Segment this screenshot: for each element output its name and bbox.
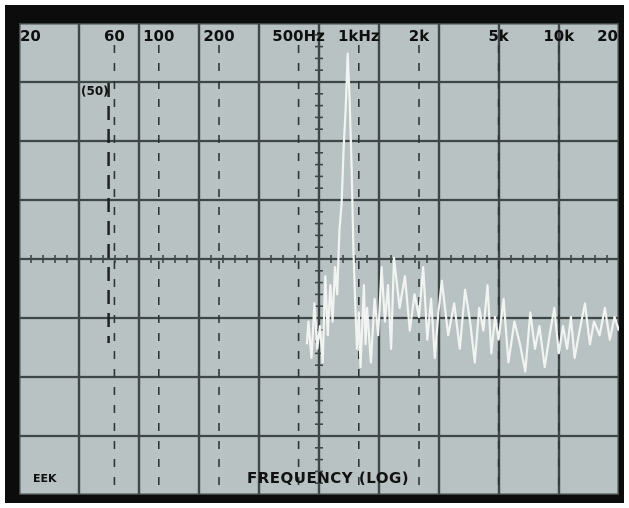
frequency-tick-label: 1kHz <box>338 27 380 45</box>
frequency-tick-label: 200 <box>203 27 234 45</box>
frequency-tick-label: 5k <box>488 27 509 45</box>
x-axis-label: FREQUENCY (LOG) <box>247 469 409 487</box>
spectrum-trace <box>305 52 619 373</box>
spectrum-chart: 20 60 100 200 500Hz 1kHz 2k 5k 10k 20 (50) EEK FR… <box>19 23 619 495</box>
frequency-tick-label: 10k <box>543 27 575 45</box>
hum-marker-label: (50) <box>81 84 109 98</box>
frequency-tick-label: 20 <box>597 27 618 45</box>
frequency-tick-label: 500Hz <box>272 27 325 45</box>
corner-label: EEK <box>33 472 57 485</box>
frequency-tick-label: 2k <box>409 27 430 45</box>
graticule-grid <box>19 23 619 495</box>
frequency-tick-label: 60 <box>104 27 125 45</box>
frequency-tick-labels: 20 60 100 200 500Hz 1kHz 2k 5k 10k 20 <box>20 27 618 45</box>
oscilloscope-bezel: 20 60 100 200 500Hz 1kHz 2k 5k 10k 20 (50) EEK FR… <box>5 5 624 503</box>
frequency-tick-label: 100 <box>143 27 174 45</box>
spectrum-display: 20 60 100 200 500Hz 1kHz 2k 5k 10k 20 (50) EEK FR… <box>19 23 619 495</box>
frequency-tick-label: 20 <box>20 27 41 45</box>
